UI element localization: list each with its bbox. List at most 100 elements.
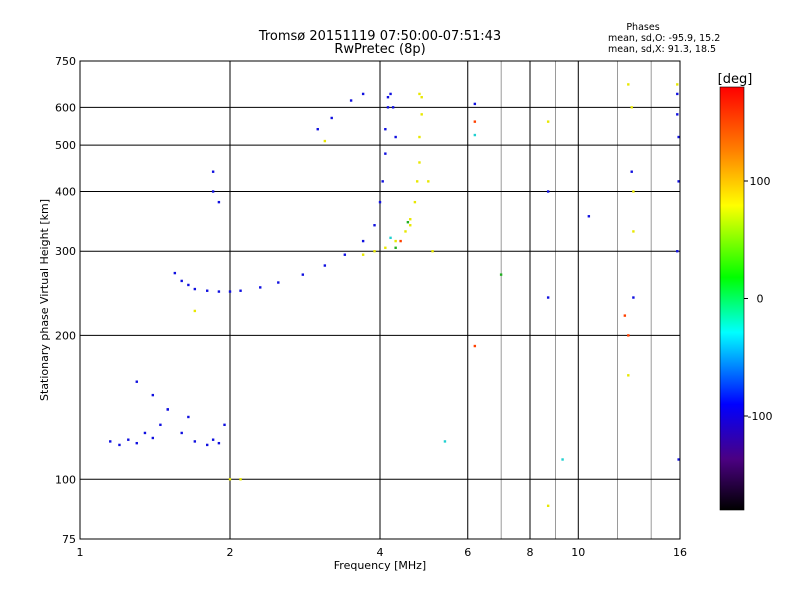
data-point	[135, 441, 138, 445]
data-point	[151, 436, 155, 440]
data-point	[473, 120, 477, 123]
grid-lines	[80, 61, 680, 539]
data-point	[404, 230, 407, 233]
colorbar: [deg] 100 0 -100	[718, 72, 772, 511]
y-tick-label: 400	[55, 185, 76, 198]
data-point	[217, 200, 221, 204]
data-point	[676, 83, 679, 86]
data-point	[384, 152, 387, 155]
data-point	[499, 273, 503, 276]
data-point	[217, 290, 221, 293]
y-tick-label: 200	[55, 329, 76, 342]
data-point	[418, 161, 421, 164]
data-point	[627, 334, 630, 337]
data-point	[228, 478, 232, 481]
data-point	[394, 239, 397, 243]
data-point	[373, 250, 376, 253]
data-point	[217, 441, 221, 445]
data-point	[473, 102, 477, 106]
data-point	[151, 393, 155, 397]
data-point	[623, 314, 627, 317]
data-point	[349, 99, 353, 102]
data-point	[316, 127, 319, 131]
data-point	[343, 253, 347, 256]
data-point	[587, 215, 591, 218]
colorbar-ticks: 100 0 -100	[744, 175, 772, 423]
data-point	[473, 344, 477, 348]
data-point	[427, 180, 430, 183]
data-point	[409, 224, 412, 227]
data-point	[301, 273, 305, 276]
x-tick-label: 8	[527, 546, 534, 559]
data-point	[239, 289, 242, 292]
data-point	[211, 438, 215, 441]
data-point	[239, 478, 242, 481]
plot-frame	[79, 60, 681, 540]
plot-area	[79, 60, 681, 540]
data-point	[443, 440, 447, 443]
data-point	[187, 415, 190, 419]
legend-title: Phases	[626, 22, 659, 33]
data-point	[415, 180, 419, 183]
data-point	[418, 135, 421, 139]
data-point	[193, 287, 197, 291]
y-tick-labels: 75 100 200 300 400 500 600 750	[55, 55, 76, 546]
data-point	[413, 200, 417, 204]
data-point	[223, 423, 226, 427]
data-point	[361, 92, 365, 96]
data-point	[561, 458, 564, 461]
data-point	[166, 408, 169, 411]
data-point	[180, 431, 183, 435]
data-points	[109, 83, 680, 508]
data-point	[384, 246, 387, 249]
y-tick-label: 500	[55, 139, 76, 152]
data-point	[399, 239, 402, 243]
data-point	[135, 380, 138, 383]
x-tick-label: 6	[464, 546, 471, 559]
data-point	[384, 127, 387, 131]
data-point	[323, 139, 327, 143]
data-point	[409, 218, 412, 221]
data-point	[632, 296, 635, 299]
data-point	[546, 190, 550, 193]
data-point	[630, 170, 633, 173]
x-tick-label: 10	[571, 546, 585, 559]
data-point	[277, 281, 280, 284]
y-tick-label: 750	[55, 55, 76, 68]
x-tick-label: 2	[227, 546, 234, 559]
y-tick-label: 600	[55, 101, 76, 114]
data-point	[546, 296, 550, 299]
data-point	[323, 264, 327, 267]
data-point	[378, 200, 382, 204]
data-point	[193, 309, 197, 313]
data-point	[431, 250, 434, 253]
data-point	[211, 170, 215, 173]
data-point	[632, 230, 635, 233]
chart-subtitle: RwPretec (8p)	[334, 42, 425, 57]
data-point	[193, 440, 197, 443]
data-point	[418, 92, 421, 96]
data-point	[632, 190, 635, 193]
data-point	[394, 246, 397, 249]
x-tick-label: 4	[377, 546, 384, 559]
data-point	[394, 135, 397, 139]
data-point	[627, 374, 630, 377]
data-point	[259, 286, 262, 289]
data-point	[205, 443, 209, 447]
data-point	[173, 271, 177, 275]
data-point	[627, 83, 630, 86]
y-tick-label: 100	[55, 473, 76, 486]
data-point	[676, 113, 679, 116]
data-point	[211, 190, 215, 193]
legend-line-x: mean, sd,X: 91.3, 18.5	[608, 44, 716, 55]
data-point	[381, 180, 384, 183]
data-point	[127, 438, 130, 441]
data-point	[386, 106, 390, 109]
data-point	[180, 279, 183, 283]
data-point	[389, 236, 392, 240]
data-point	[386, 95, 390, 99]
data-point	[389, 92, 392, 96]
data-point	[677, 135, 680, 139]
data-point	[677, 180, 680, 183]
